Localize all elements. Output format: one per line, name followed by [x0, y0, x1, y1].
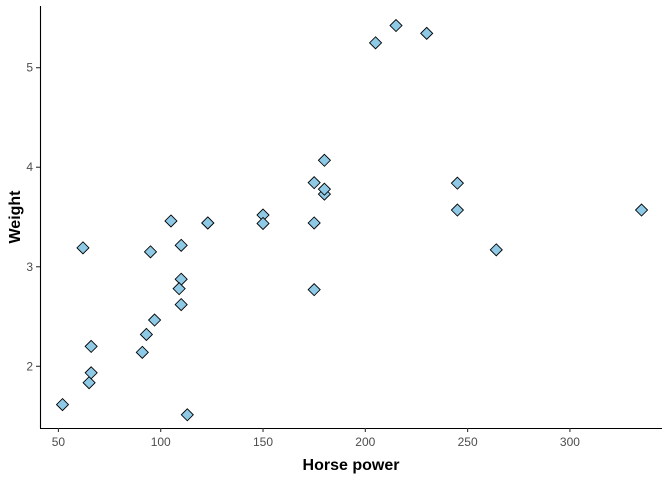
data-point — [164, 214, 178, 228]
data-point — [174, 238, 188, 253]
y-tick-label: 4 — [26, 160, 33, 174]
x-tick-label: 300 — [560, 435, 580, 449]
x-tick-label: 200 — [355, 435, 375, 449]
data-point — [317, 153, 332, 167]
data-point — [307, 283, 321, 297]
data-point — [180, 408, 194, 422]
y-axis-title: Weight — [7, 190, 24, 244]
data-point — [389, 18, 403, 33]
y-tick-label: 3 — [26, 260, 33, 274]
x-axis-ticks: 50 100 150 200 250 300 — [52, 428, 580, 449]
data-point — [450, 176, 465, 190]
data-point — [172, 282, 186, 296]
data-point — [147, 313, 162, 327]
data-point — [420, 26, 434, 41]
data-point — [84, 366, 98, 380]
y-tick-label: 5 — [26, 61, 33, 75]
data-point — [489, 243, 503, 257]
data-point — [76, 241, 90, 255]
data-point — [135, 345, 149, 359]
points-layer — [55, 18, 649, 422]
x-tick-label: 250 — [458, 435, 478, 449]
data-point — [143, 245, 158, 259]
data-point — [317, 182, 332, 196]
x-tick-label: 50 — [52, 435, 66, 449]
x-axis-title: Horse power — [303, 457, 400, 474]
data-point — [82, 376, 96, 390]
data-point — [307, 216, 321, 230]
data-point — [84, 339, 98, 354]
data-point — [256, 216, 270, 231]
data-point — [368, 36, 383, 50]
data-point — [307, 176, 321, 190]
x-tick-label: 100 — [151, 435, 171, 449]
data-point — [139, 327, 154, 342]
data-point — [174, 297, 188, 312]
data-point — [174, 272, 188, 286]
data-point — [450, 203, 465, 217]
data-point — [55, 397, 70, 412]
y-axis-ticks: 2 3 4 5 — [26, 61, 40, 373]
data-point — [634, 203, 649, 217]
x-tick-label: 150 — [253, 435, 273, 449]
y-tick-label: 2 — [26, 359, 33, 373]
data-point — [201, 216, 215, 230]
